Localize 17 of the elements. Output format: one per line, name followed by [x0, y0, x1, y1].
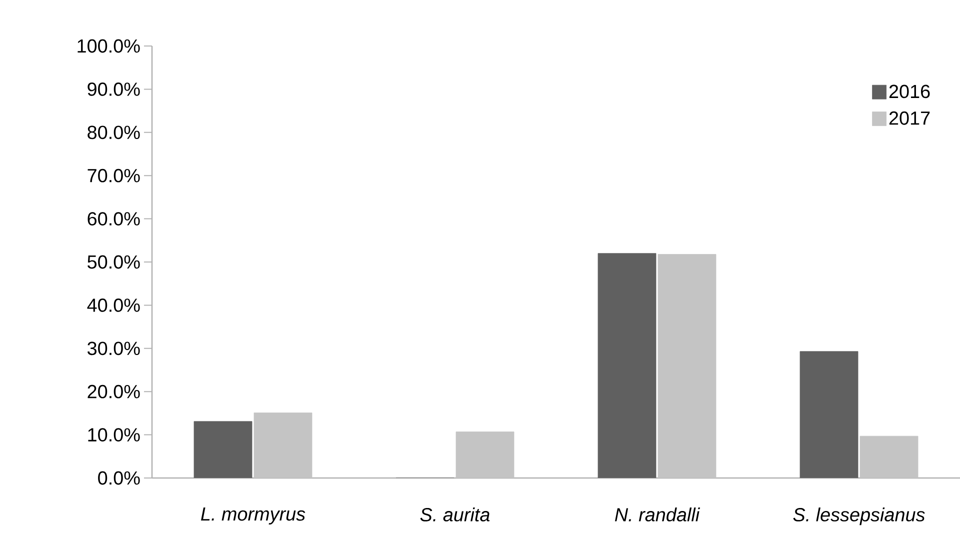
y-tick-label: 20.0%: [88, 384, 140, 398]
x-tick-label: L. mormyrus: [200, 508, 306, 524]
y-tick-label: 50.0%: [88, 255, 140, 269]
y-tick-label: 70.0%: [88, 168, 140, 182]
y-tick-label: 0.0%: [98, 471, 140, 485]
x-tick-label: S. lessepsianus: [793, 508, 925, 526]
y-tick-label: 30.0%: [88, 342, 140, 356]
y-tick-label: 100.0%: [78, 39, 140, 53]
x-tick-label: N. randalli: [614, 508, 700, 522]
y-tick-label: 40.0%: [87, 298, 140, 312]
legend-label: 2016: [889, 84, 930, 98]
legend-label: 2017: [889, 111, 930, 125]
y-tick-label: 10.0%: [88, 428, 140, 442]
y-tick-label: 90.0%: [88, 82, 140, 96]
y-tick-label: 80.0%: [88, 126, 140, 140]
x-tick-label: S. aurita: [420, 508, 490, 522]
y-tick-label: 60.0%: [88, 212, 140, 226]
